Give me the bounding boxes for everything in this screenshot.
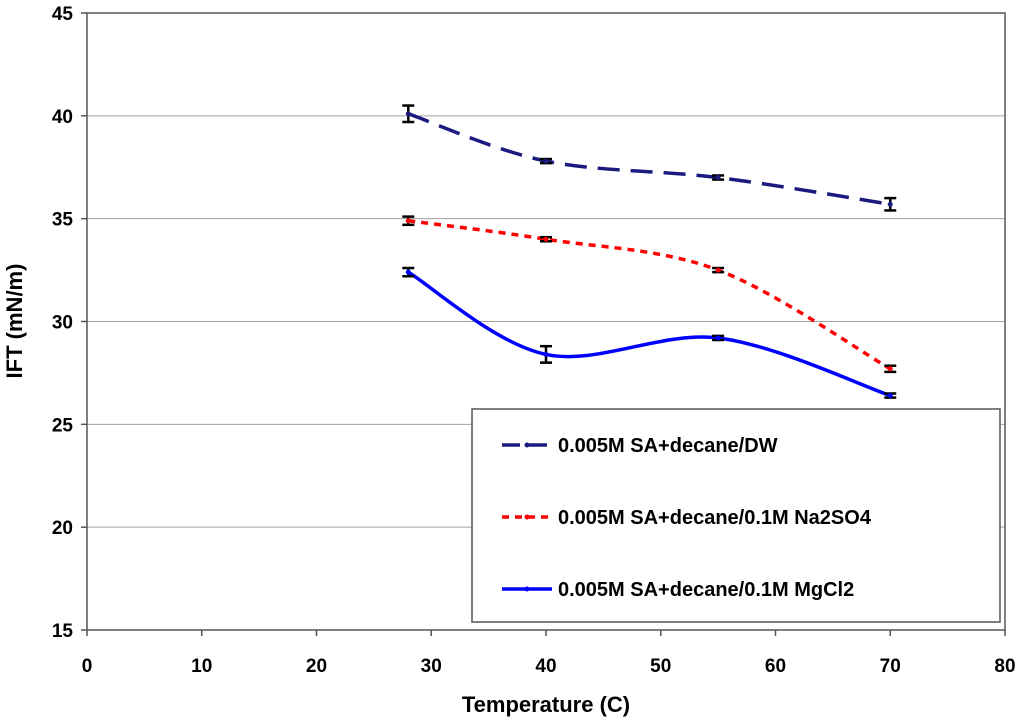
series-3 [402,266,897,399]
y-tick-label: 40 [52,107,73,128]
y-tick-label: 20 [52,518,73,539]
legend-entry-2: 0.005M SA+decane/0.1M Na2SO4 [502,507,872,529]
data-point [887,201,893,207]
y-tick-label: 15 [52,621,74,642]
data-point [405,269,411,275]
x-tick-label: 50 [650,656,671,677]
y-tick-label: 35 [52,210,74,231]
x-tick-label: 60 [765,656,786,677]
legend-label: 0.005M SA+decane/0.1M Na2SO4 [558,507,872,529]
y-tick-label: 45 [52,4,74,25]
series-line [408,218,892,371]
tick-labels: 15 20 25 30 35 40 45 0 10 20 30 40 50 60 70 80 [52,4,1016,677]
data-point [405,111,411,117]
data-point [543,236,549,242]
legend-entry-1: 0.005M SA+decane/DW [502,435,778,457]
x-tick-label: 70 [880,656,901,677]
x-tick-label: 10 [191,656,212,677]
legend-label: 0.005M SA+decane/0.1M MgCl2 [558,579,854,601]
legend-entry-3: 0.005M SA+decane/0.1M MgCl2 [502,579,854,601]
series-line [407,270,891,398]
x-tick-label: 40 [535,656,556,677]
x-axis-label: Temperature (C) [462,692,630,717]
data-point [543,158,549,164]
y-tick-label: 25 [52,415,74,436]
data-point [715,175,721,181]
series-2 [402,215,897,374]
x-tick-label: 30 [421,656,442,677]
data-point [887,366,893,372]
x-tick-label: 0 [82,656,93,677]
data-point [405,218,411,224]
legend-frame [471,408,1001,623]
data-point [543,351,549,357]
x-tick-label: 80 [994,656,1015,677]
legend-marker [524,586,530,592]
data-point [887,393,893,399]
y-tick-label: 30 [52,313,73,334]
series-1 [402,104,897,212]
legend: 0.005M SA+decane/DW 0.005M SA+decane/0.1M… [471,408,1001,623]
legend-marker [524,514,530,520]
data-point [715,335,721,341]
y-axis-label: IFT (mN/m) [2,264,27,379]
legend-marker [524,442,530,448]
series-line [407,112,891,206]
x-tick-label: 20 [306,656,327,677]
data-point [715,267,721,273]
series-group [402,104,897,399]
legend-entries: 0.005M SA+decane/DW 0.005M SA+decane/0.1M… [502,435,872,601]
legend-label: 0.005M SA+decane/DW [558,435,778,457]
